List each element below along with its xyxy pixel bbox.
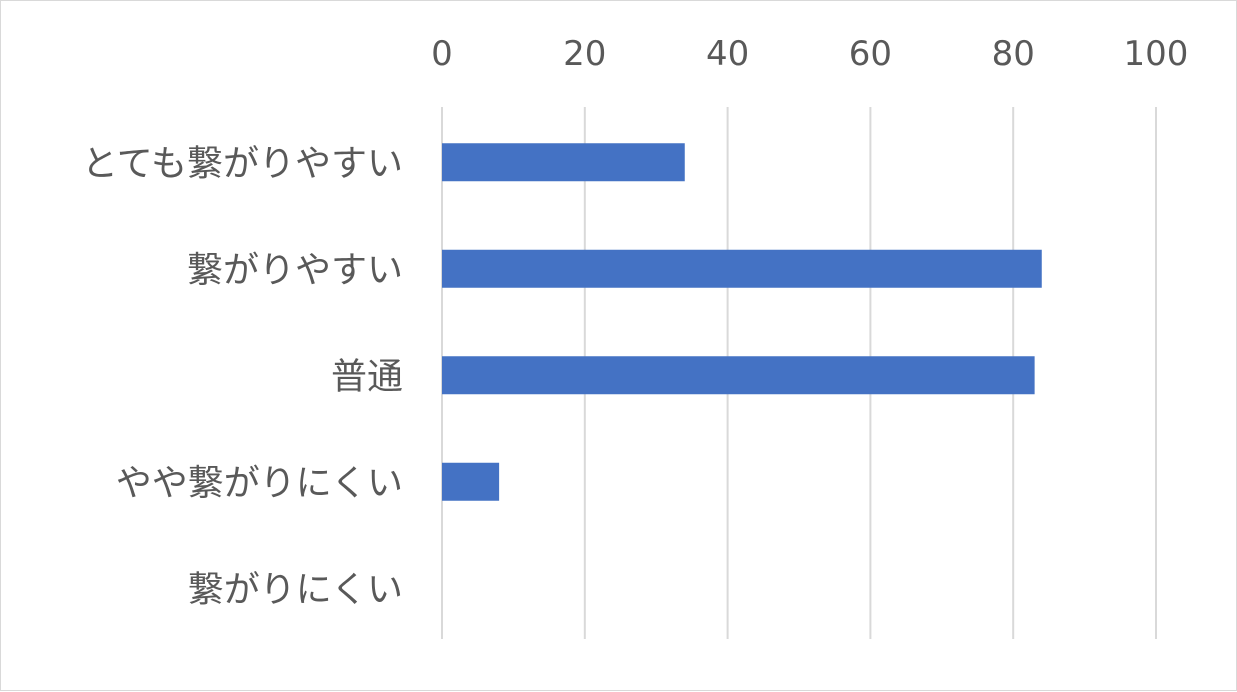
category-label: 繋がりやすい: [187, 250, 403, 291]
category-label: とても繋がりやすい: [82, 143, 403, 184]
x-tick-label: 100: [1124, 34, 1189, 74]
bar-1: [442, 143, 685, 182]
category-label: 普通: [331, 356, 403, 397]
x-tick-label: 20: [563, 34, 606, 74]
bar-3: [442, 356, 1035, 395]
x-tick-label: 40: [706, 34, 749, 74]
category-label: 繋がりにくい: [188, 569, 403, 610]
bar-4: [442, 462, 500, 501]
x-tick-label: 60: [849, 34, 892, 74]
x-tick-label: 80: [992, 34, 1035, 74]
x-tick-label: 0: [431, 34, 453, 74]
x-axis-ticks: 0 20 40 60 80 100: [431, 34, 1188, 74]
bars: [442, 143, 1042, 501]
bar-2: [442, 249, 1042, 288]
category-label: やや繋がりにくい: [116, 463, 403, 504]
